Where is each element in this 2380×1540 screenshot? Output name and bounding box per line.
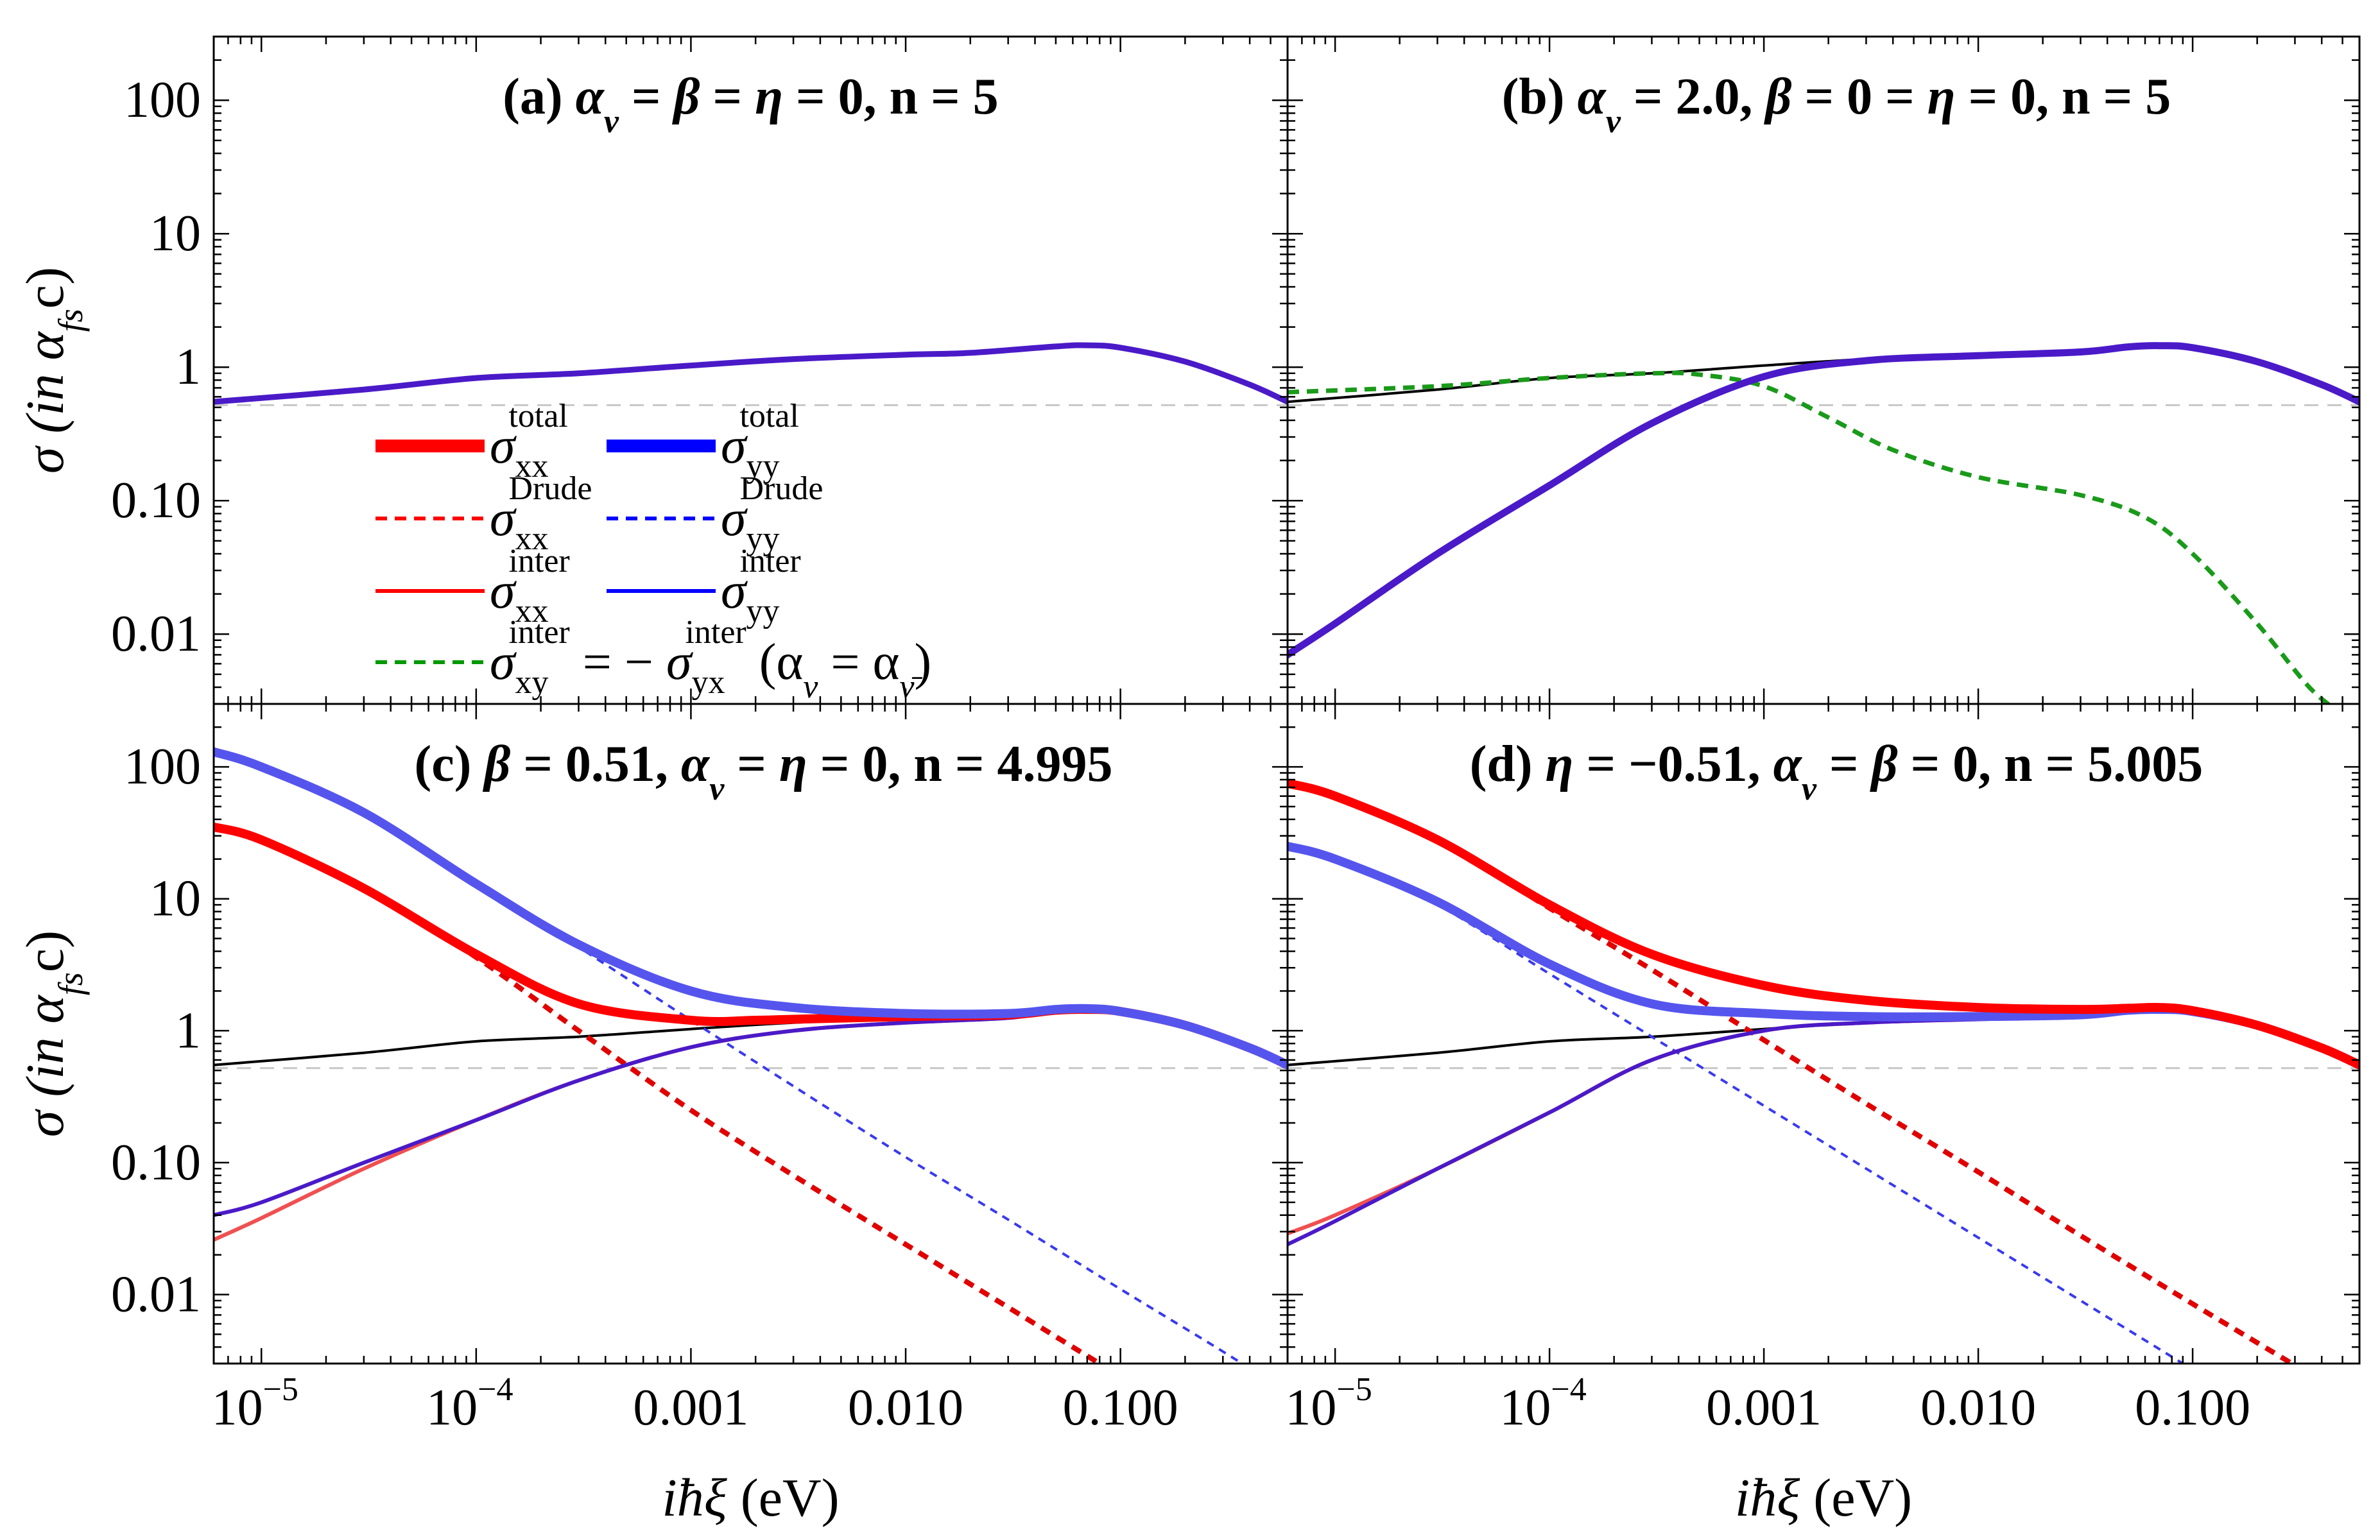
- series-line-6: [214, 747, 1288, 1070]
- panel-title: (c) β = 0.51, αν = η = 0, n = 4.995: [415, 736, 1113, 807]
- y-tick-label: 0.10: [111, 1134, 201, 1191]
- legend-label-0: σxxtotal: [490, 398, 568, 484]
- x-tick-label: 0.100: [1063, 1380, 1178, 1436]
- series-line-2: [1288, 844, 2186, 1364]
- panel-c: (c) β = 0.51, αν = η = 0, n = 4.995: [212, 703, 1289, 1365]
- panel-title: (d) η = −0.51, αν = β = 0, n = 5.005: [1470, 736, 2203, 807]
- x-tick-label: 10−4: [1499, 1371, 1586, 1436]
- legend-label-2: σxxDrude: [490, 470, 592, 557]
- series-line-0: [214, 343, 1288, 404]
- series-line-3: [214, 1007, 1288, 1242]
- x-tick-label: 0.010: [1920, 1380, 2036, 1436]
- panel-frame: [212, 703, 1289, 1365]
- series-line-3: [1288, 1007, 2359, 1236]
- series-line-0: [1288, 343, 2359, 404]
- panel-frame: [1286, 703, 2361, 1365]
- legend-label-offdiag: σxyinter = − σyxinter (αν = αν̄): [490, 614, 931, 705]
- tick-marks: [212, 35, 1288, 705]
- series-line-1: [1288, 780, 2297, 1364]
- y-tick-label: 10: [150, 871, 201, 927]
- panels-layer: (a) αν = β = η = 0, n = 5 (b) αν = 2.0, β…: [212, 35, 2361, 1365]
- y-tick-label: 0.01: [111, 606, 201, 662]
- panel-a: (a) αν = β = η = 0, n = 5: [212, 35, 1289, 705]
- y-axis-title-bottom: σ (in αfsc): [15, 930, 90, 1137]
- series-line-6: [1288, 778, 2359, 1070]
- y-tick-label: 0.10: [111, 472, 201, 529]
- x-tick-label: 10−4: [426, 1371, 513, 1436]
- tick-marks: [1286, 703, 2359, 1365]
- tick-marks: [212, 703, 1288, 1365]
- x-axis-title: iħξ (eV): [1735, 1468, 1912, 1528]
- y-tick-label: 1: [175, 1002, 201, 1059]
- series-line-4: [214, 1007, 1288, 1217]
- y-tick-label: 1: [175, 339, 201, 395]
- series-group: [1288, 778, 2359, 1364]
- x-tick-label: 0.001: [1706, 1380, 1822, 1436]
- y-axis-title-top: σ (in αfsc): [15, 267, 90, 474]
- series-line-1: [214, 342, 1288, 405]
- panel-d: (d) η = −0.51, αν = β = 0, n = 5.005: [1286, 703, 2361, 1365]
- series-line-5: [1288, 841, 2359, 1070]
- legend-label-3: σyyDrude: [721, 470, 823, 557]
- series-group: [214, 747, 1288, 1364]
- series-line-4: [1288, 1007, 2359, 1247]
- x-tick-label: 0.100: [2135, 1380, 2250, 1436]
- panel-frame: [1286, 35, 2361, 705]
- x-tick-label: 10−5: [1285, 1371, 1372, 1436]
- series-group: [214, 342, 1288, 405]
- series-line-1: [1288, 370, 2332, 704]
- series-group: [1288, 342, 2359, 704]
- panel-title: (a) αν = β = η = 0, n = 5: [503, 69, 998, 140]
- x-tick-label: 0.001: [633, 1380, 748, 1436]
- tick-marks: [1286, 35, 2359, 705]
- panel-b: (b) αν = 2.0, β = 0 = η = 0, n = 5: [1286, 35, 2361, 705]
- legend-label-1: σyytotal: [721, 398, 799, 484]
- x-axis-title: iħξ (eV): [662, 1468, 839, 1528]
- panel-title: (b) αν = 2.0, β = 0 = η = 0, n = 5: [1502, 69, 2171, 140]
- series-line-1: [214, 826, 1105, 1364]
- legend-label-5: σyyinter: [721, 543, 801, 629]
- y-tick-label: 100: [124, 72, 201, 128]
- series-line-2: [214, 750, 1245, 1364]
- series-line-2: [1288, 343, 2359, 658]
- y-tick-label: 10: [150, 205, 201, 262]
- legend-label-4: σxxinter: [490, 543, 570, 629]
- series-line-5: [214, 822, 1288, 1070]
- x-tick-label: 0.010: [848, 1380, 963, 1436]
- series-line-3: [1288, 342, 2359, 658]
- legend: σxxtotal σyytotal σxxDrude σyyDrude σxxinter…: [375, 398, 931, 705]
- y-tick-label: 100: [124, 739, 201, 795]
- y-tick-label: 0.01: [111, 1266, 201, 1322]
- x-tick-label: 10−5: [212, 1371, 298, 1436]
